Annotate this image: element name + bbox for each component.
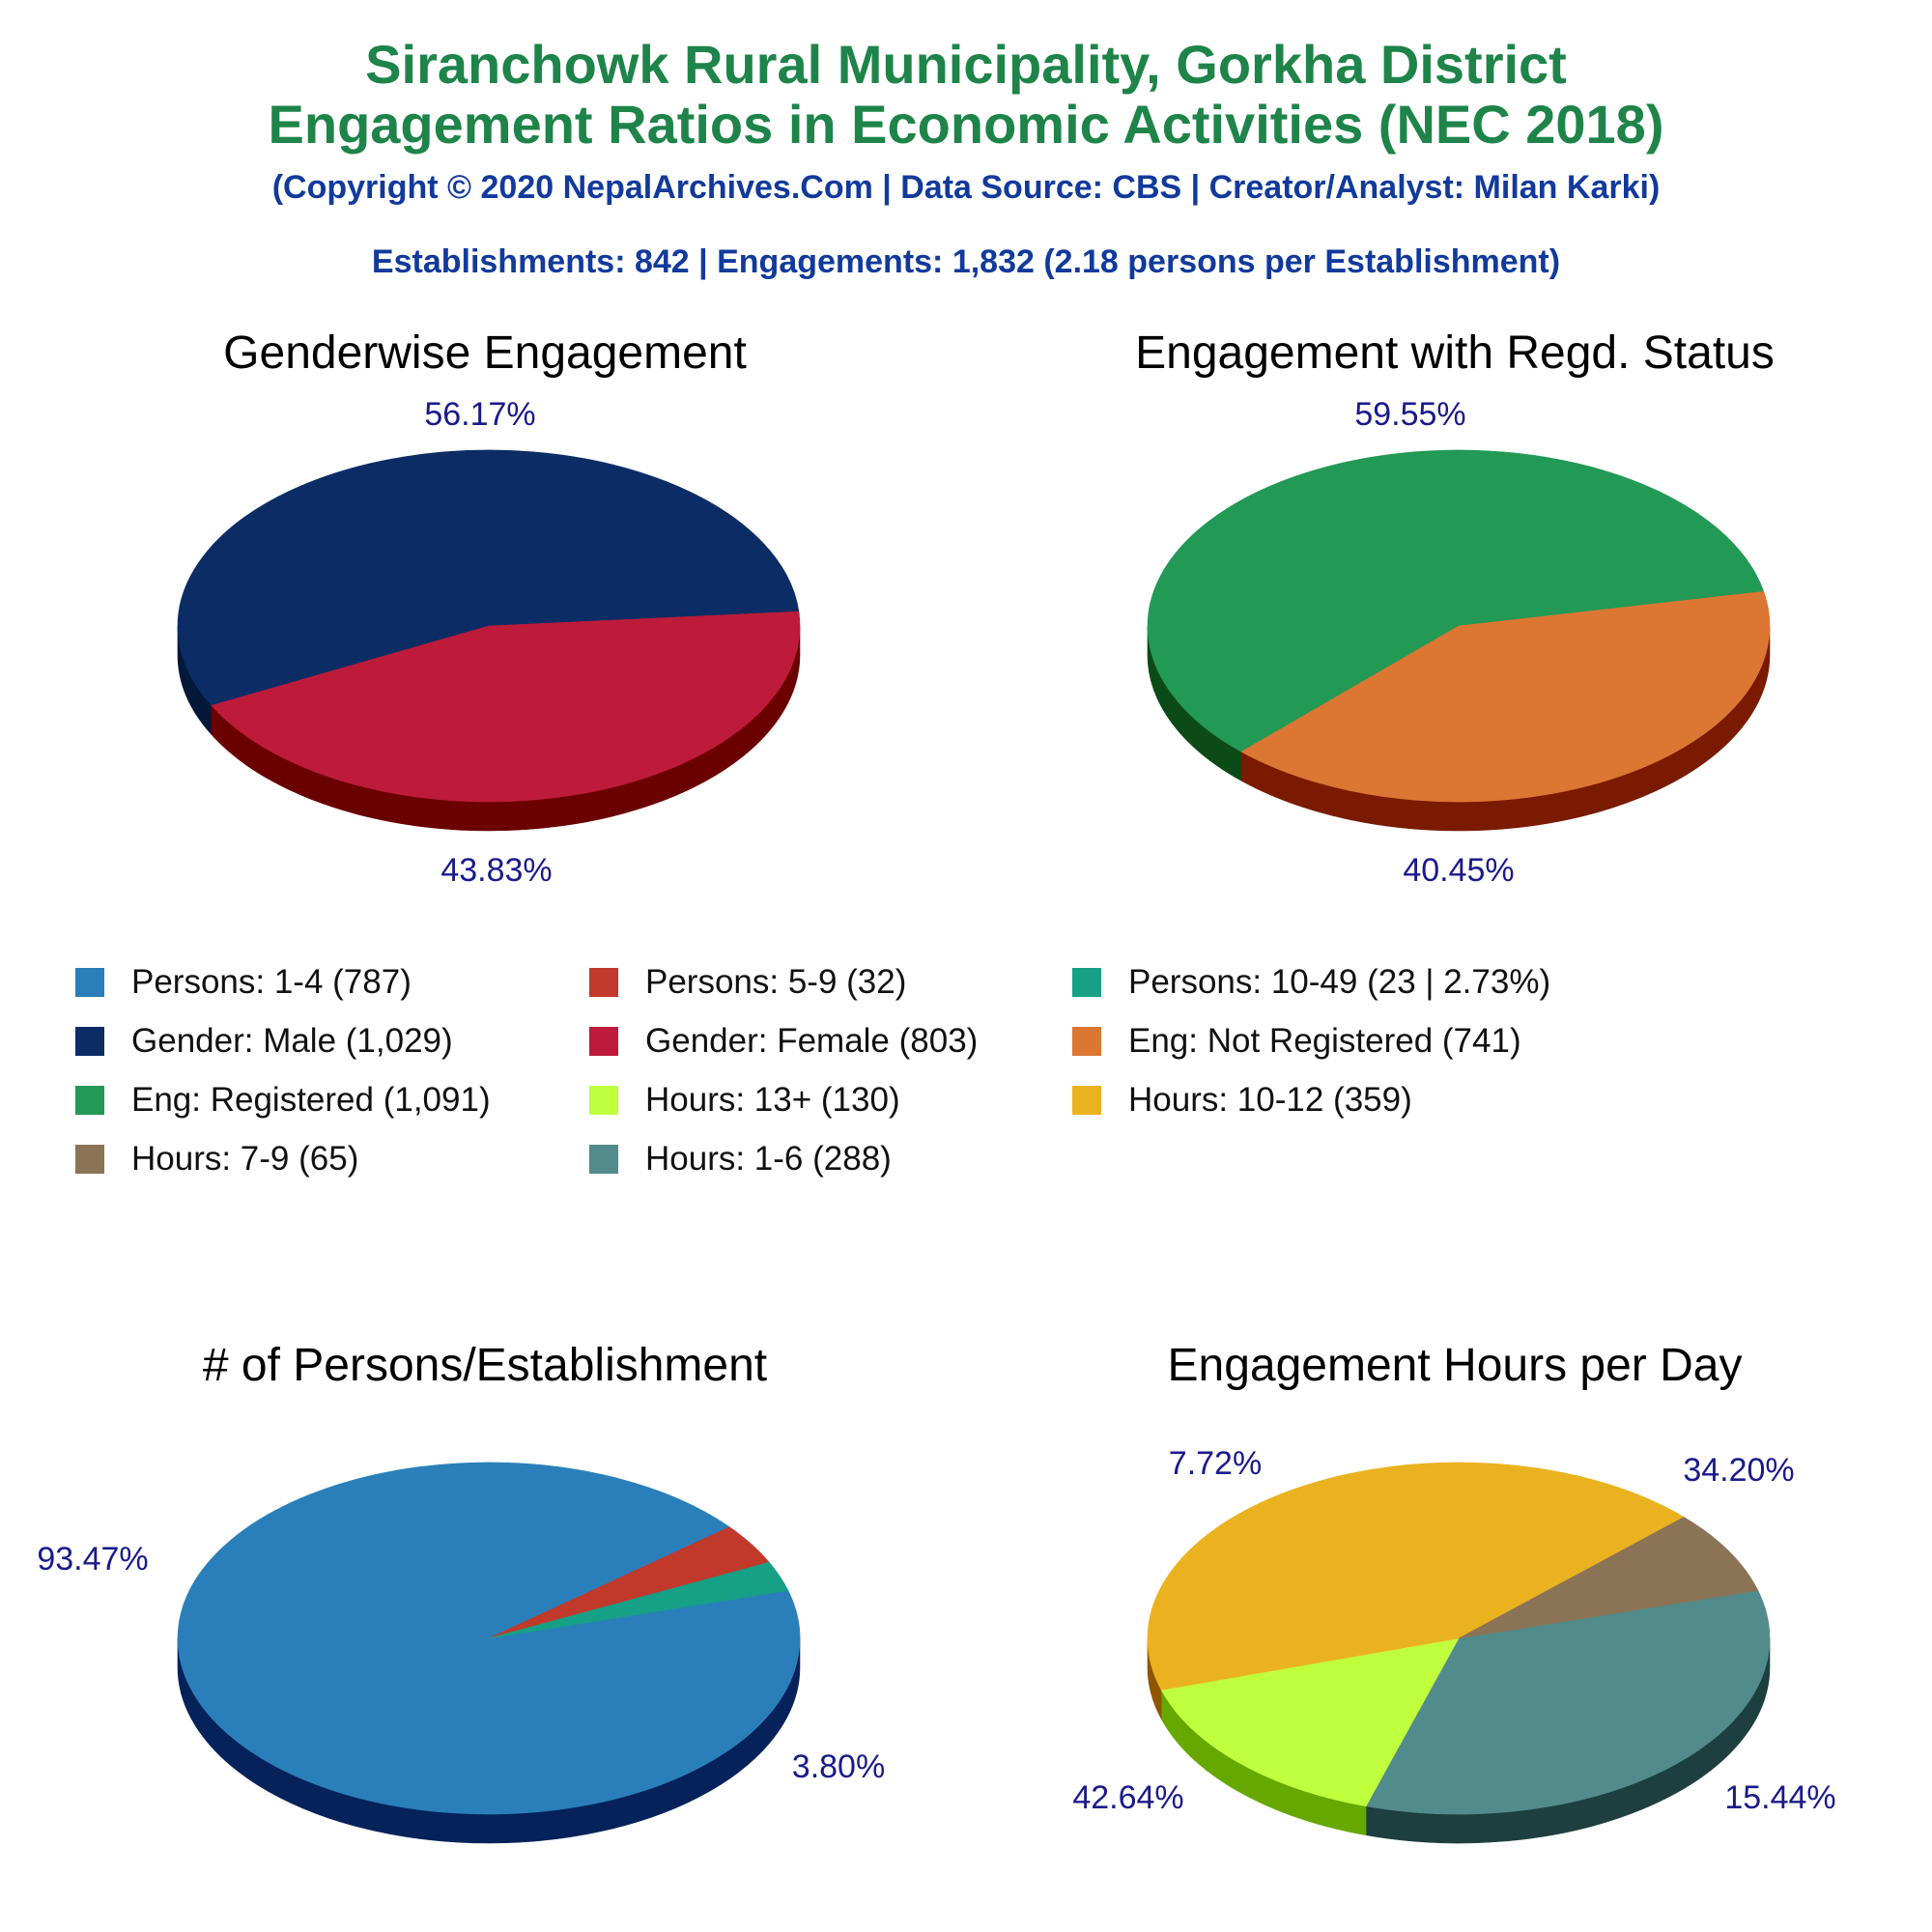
legend-item-eng-not-registered: Eng: Not Registered (741) bbox=[1072, 1020, 1521, 1063]
legend-item-hours-10-12: Hours: 10-12 (359) bbox=[1072, 1079, 1412, 1122]
legend-swatch bbox=[589, 1086, 618, 1115]
legend-label: Hours: 1-6 (288) bbox=[645, 1140, 892, 1178]
chart-title-gender: Genderwise Engagement bbox=[223, 327, 747, 379]
legend-swatch bbox=[589, 1027, 618, 1056]
chart-title-registration: Engagement with Regd. Status bbox=[1135, 327, 1775, 379]
stats-subtitle: Establishments: 842 | Engagements: 1,832… bbox=[371, 243, 1561, 280]
legend-label: Persons: 5-9 (32) bbox=[645, 963, 907, 1001]
legend-item-gender-male: Gender: Male (1,029) bbox=[75, 1020, 453, 1063]
pie-chart-hours: 34.20% 15.44% 42.64% 7.72% bbox=[1072, 1445, 1836, 1844]
legend-swatch bbox=[75, 1027, 104, 1056]
pie-slice-persons-10-49 bbox=[488, 1561, 789, 1639]
pie-label-hours-13: 15.44% bbox=[1724, 1779, 1835, 1816]
legend-item-persons-1-4: Persons: 1-4 (787) bbox=[75, 961, 412, 1004]
legend-swatch bbox=[1072, 1027, 1101, 1056]
legend-item-hours-13-plus: Hours: 13+ (130) bbox=[589, 1079, 900, 1122]
legend-swatch bbox=[75, 1086, 104, 1115]
pie-slice-hours-13 bbox=[1160, 1637, 1460, 1807]
legend-swatch bbox=[75, 968, 104, 997]
legend-label: Gender: Male (1,029) bbox=[131, 1022, 453, 1060]
legend-item-persons-5-9: Persons: 5-9 (32) bbox=[589, 961, 906, 1004]
pie-slice-hours-7-9 bbox=[1458, 1517, 1759, 1639]
legend-label: Persons: 1-4 (787) bbox=[131, 963, 412, 1001]
legend-swatch bbox=[1072, 968, 1101, 997]
pie-label-eng-registered: 59.55% bbox=[1354, 396, 1465, 433]
pie-slice-gender-female bbox=[211, 611, 801, 803]
pie-slice-eng-registered bbox=[1147, 449, 1765, 753]
legend-item-eng-registered: Eng: Registered (1,091) bbox=[75, 1079, 491, 1122]
pie-label-hours-7-9: 7.72% bbox=[1169, 1445, 1262, 1482]
pie-slice-gender-male bbox=[177, 449, 800, 706]
legend-swatch bbox=[1072, 1086, 1101, 1115]
pie-label-gender-female: 43.83% bbox=[440, 852, 552, 889]
main-title-line-2: Engagement Ratios in Economic Activities… bbox=[268, 94, 1664, 155]
legend-label: Hours: 10-12 (359) bbox=[1128, 1081, 1412, 1119]
pie-label-gender-male: 56.17% bbox=[424, 396, 535, 433]
legend-swatch bbox=[75, 1145, 104, 1174]
legend-item-persons-10-49: Persons: 10-49 (23 | 2.73%) bbox=[1072, 961, 1550, 1004]
legend-item-hours-7-9: Hours: 7-9 (65) bbox=[75, 1138, 358, 1180]
chart-title-hours: Engagement Hours per Day bbox=[1168, 1340, 1743, 1391]
legend-label: Hours: 13+ (130) bbox=[645, 1081, 900, 1119]
legend-label: Gender: Female (803) bbox=[645, 1022, 979, 1060]
legend-item-gender-female: Gender: Female (803) bbox=[589, 1020, 978, 1063]
main-title-line-1: Siranchowk Rural Municipality, Gorkha Di… bbox=[365, 34, 1567, 95]
pie-label-eng-not-registered: 40.45% bbox=[1403, 852, 1514, 889]
pie-label-hours-10-12: 42.64% bbox=[1072, 1779, 1183, 1816]
pie-label-persons-5-9: 3.80% bbox=[792, 1748, 885, 1785]
pie-label-persons-1-4: 93.47% bbox=[37, 1541, 148, 1577]
pie-chart-gender: 56.17% 43.83% bbox=[177, 396, 801, 889]
legend-label: Eng: Not Registered (741) bbox=[1128, 1022, 1521, 1060]
legend-label: Persons: 10-49 (23 | 2.73%) bbox=[1128, 963, 1551, 1001]
legend-item-hours-1-6: Hours: 1-6 (288) bbox=[589, 1138, 892, 1180]
pie-chart-registration: 59.55% 40.45% bbox=[1147, 396, 1771, 889]
pie-label-hours-1-6: 34.20% bbox=[1683, 1452, 1794, 1489]
legend-swatch bbox=[589, 968, 618, 997]
pie-chart-persons: 93.47% 3.80% bbox=[37, 1462, 885, 1844]
pie-slice-hours-1-6 bbox=[1365, 1590, 1771, 1815]
copyright-subtitle: (Copyright © 2020 NepalArchives.Com | Da… bbox=[271, 169, 1661, 206]
legend-label: Hours: 7-9 (65) bbox=[131, 1140, 359, 1178]
chart-title-persons: # of Persons/Establishment bbox=[203, 1340, 767, 1391]
pie-slice-hours-10-12 bbox=[1147, 1462, 1685, 1690]
pie-slice-eng-not-registered bbox=[1240, 591, 1771, 803]
legend-swatch bbox=[589, 1145, 618, 1174]
legend-label: Eng: Registered (1,091) bbox=[131, 1081, 491, 1119]
